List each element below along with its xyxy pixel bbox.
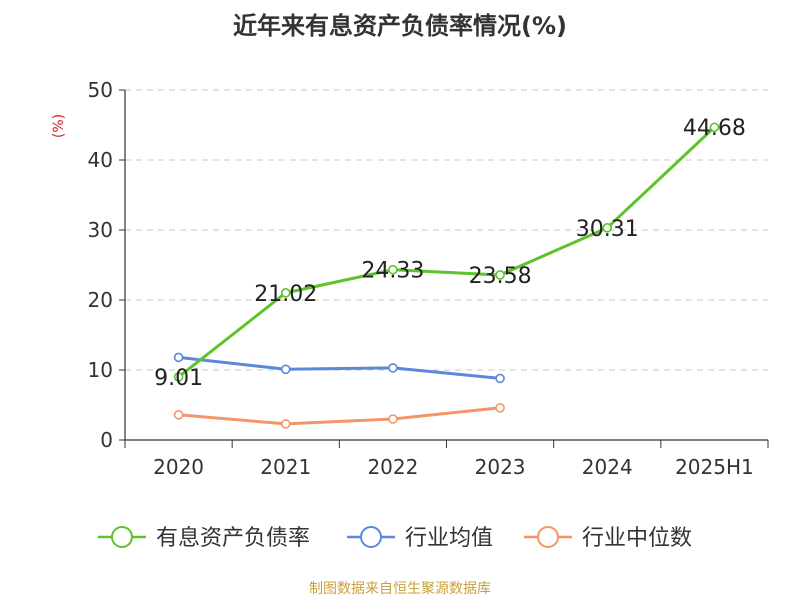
data-point <box>388 363 398 373</box>
series-line-0 <box>177 125 716 379</box>
data-point <box>709 122 720 133</box>
series-line-1 <box>177 355 502 380</box>
x-tick-label: 2025H1 <box>675 455 754 479</box>
axes: 0 10 20 30 40 50 2020 2021 2022 2023 2024 2025H1 <box>88 78 769 479</box>
data-label: 44.68 <box>683 116 746 141</box>
data-source-note: 制图数据来自恒生聚源数据库 <box>309 581 491 597</box>
series-layer <box>173 122 720 429</box>
data-point <box>173 409 184 420</box>
data-point <box>280 288 291 298</box>
data-point <box>280 419 291 429</box>
x-tick-label: 2024 <box>582 455 633 479</box>
y-tick-label: 50 <box>88 78 113 102</box>
data-labels: 9.01 21.02 24.33 23.58 30.31 44.68 <box>154 116 746 391</box>
data-point <box>280 364 291 375</box>
data-point <box>495 270 505 280</box>
x-tick-label: 2021 <box>260 455 311 479</box>
data-point <box>495 373 505 384</box>
y-tick-label: 0 <box>100 428 113 452</box>
data-label: 9.01 <box>154 366 203 391</box>
data-label: 23.58 <box>469 264 532 289</box>
data-point <box>173 352 184 363</box>
legend-label: 行业中位数 <box>582 526 692 551</box>
x-tick-label: 2023 <box>475 455 526 479</box>
series-line-2 <box>177 406 502 426</box>
data-label: 21.02 <box>254 282 317 307</box>
y-tick-label: 10 <box>88 358 113 382</box>
x-tick-label: 2022 <box>367 455 418 479</box>
data-point <box>173 372 184 382</box>
legend-marker <box>537 526 559 548</box>
data-point <box>388 414 398 424</box>
data-label: 24.33 <box>361 259 424 284</box>
legend-marker <box>360 526 382 548</box>
data-point <box>602 223 613 233</box>
legend: 有息资产负债率 行业均值 行业中位数 <box>98 526 692 551</box>
y-tick-label: 40 <box>88 148 113 172</box>
gridlines <box>125 89 768 371</box>
chart-title: 近年来有息资产负债率情况(%) <box>233 12 567 40</box>
data-point <box>388 264 398 275</box>
x-tick-label: 2020 <box>153 455 204 479</box>
y-axis-label: (%) <box>51 114 67 138</box>
data-point <box>495 402 505 413</box>
legend-marker <box>111 526 133 548</box>
legend-label: 有息资产负债率 <box>156 526 310 551</box>
data-label: 30.31 <box>576 217 639 242</box>
legend-label: 行业均值 <box>405 526 493 551</box>
y-tick-label: 20 <box>88 288 113 312</box>
y-tick-label: 30 <box>88 218 113 242</box>
